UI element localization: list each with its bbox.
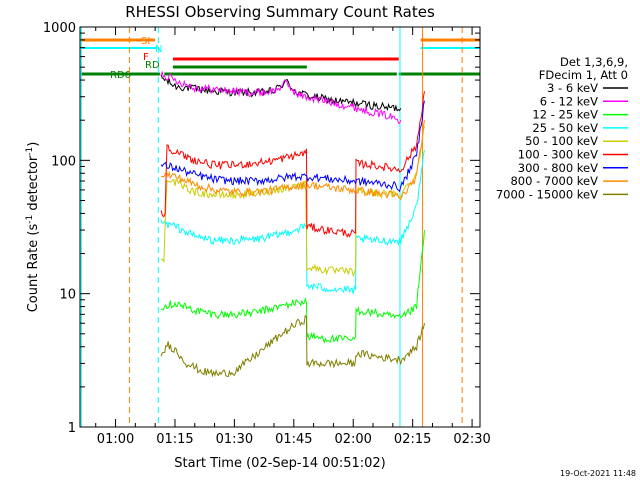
series-line xyxy=(160,91,425,238)
x-axis-label: Start Time (02-Sep-14 00:51:02) xyxy=(174,456,385,471)
legend-entry: 25 - 50 keV xyxy=(532,121,598,135)
series-lines xyxy=(160,70,425,378)
y-tick-label: 1000 xyxy=(43,21,76,36)
y-tick-label: 100 xyxy=(51,154,76,169)
legend-entry: 100 - 300 keV xyxy=(518,148,598,162)
x-tick-label: 02:30 xyxy=(453,432,490,447)
legend-header: FDecim 1, Att 0 xyxy=(539,68,628,82)
state-bars: SINFRDRD6 xyxy=(81,36,480,81)
series-line xyxy=(160,126,425,278)
legend-entry: 800 - 7000 keV xyxy=(510,174,598,188)
legend-entry: 3 - 6 keV xyxy=(547,81,598,95)
footer-date: 19-Oct-2021 11:48 xyxy=(560,469,636,478)
legend-header: Det 1,3,6,9, xyxy=(560,55,628,69)
legend-entry: 7000 - 15000 keV xyxy=(496,187,598,201)
axis-ticks: 01:00 01:15 01:30 01:45 02:00 02:15 02:30 1 10 10… xyxy=(43,21,491,447)
series-line xyxy=(160,100,425,193)
x-tick-label: 01:30 xyxy=(216,432,253,447)
x-tick-label: 01:00 xyxy=(97,432,134,447)
state-bar-label: RD xyxy=(145,60,160,71)
plot-frame xyxy=(79,26,481,428)
y-tick-label: 1 xyxy=(68,421,76,436)
series-line xyxy=(160,120,425,201)
y-axis-label: Count Rate (s-1 detector-1) xyxy=(25,142,41,313)
y-tick-label: 10 xyxy=(59,288,76,303)
mode-lines xyxy=(80,27,463,427)
series-line xyxy=(160,314,425,378)
series-line xyxy=(160,73,402,112)
series-line xyxy=(160,149,425,295)
state-bar-label: RD6 xyxy=(110,70,131,81)
legend-entry: 50 - 100 keV xyxy=(525,134,598,148)
state-bar-label: SI xyxy=(141,36,150,47)
series-line xyxy=(160,230,425,345)
legend-entry: 300 - 800 keV xyxy=(518,161,598,175)
legend-entry: 6 - 12 keV xyxy=(540,94,598,108)
x-tick-label: 02:00 xyxy=(334,432,371,447)
legend-entry: 12 - 25 keV xyxy=(532,108,598,122)
state-bar-label: F xyxy=(143,52,149,63)
x-tick-label: 01:15 xyxy=(156,432,193,447)
series-line xyxy=(160,70,402,124)
x-tick-label: 01:45 xyxy=(275,432,312,447)
x-tick-label: 02:15 xyxy=(394,432,431,447)
chart-title: RHESSI Observing Summary Count Rates xyxy=(125,3,435,21)
